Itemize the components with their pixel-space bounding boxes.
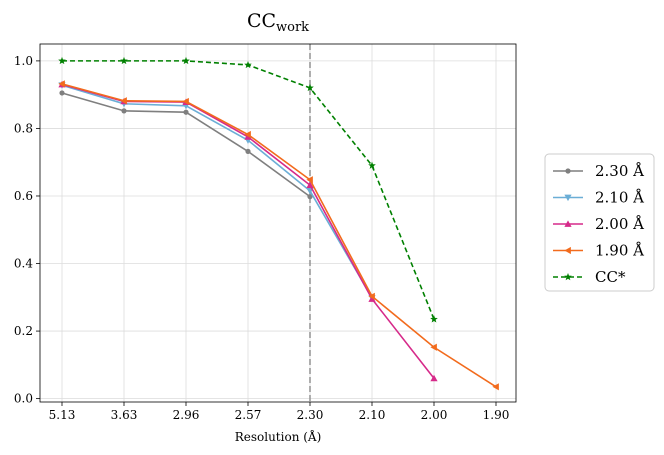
legend-entry-label: 1.90 Å (595, 242, 644, 260)
data-point (59, 90, 65, 96)
y-axis: 0.0 0.2 0.4 0.6 0.8 1.0 (14, 54, 40, 406)
data-point (307, 194, 313, 200)
x-tick-label: 2.57 (235, 408, 262, 422)
data-point (183, 109, 189, 115)
data-point (368, 295, 376, 302)
legend-marker (564, 246, 571, 255)
legend-entry-label: 2.10 Å (595, 189, 644, 207)
legend-entry-label: CC* (595, 268, 626, 286)
x-tick-label: 2.30 (297, 408, 324, 422)
data-point (430, 343, 437, 351)
grid (40, 44, 516, 402)
chart-title: CCwork (247, 10, 309, 35)
legend-marker (564, 220, 572, 227)
data-point (430, 374, 438, 382)
series-2-30- (59, 90, 313, 200)
x-axis: 5.13 3.63 2.96 2.57 2.30 2.10 2.00 1.90 (49, 402, 510, 422)
series-1-90- (58, 80, 499, 391)
legend-marker (564, 194, 572, 202)
y-tick-label: 0.4 (14, 257, 33, 271)
data-point (430, 315, 438, 323)
plot-frame (39, 43, 517, 403)
x-tick-label: 2.96 (173, 408, 200, 422)
data-point (244, 60, 252, 69)
data-point (244, 130, 251, 139)
data-point (58, 56, 66, 65)
data-point (306, 176, 313, 184)
x-tick-label: 1.90 (483, 408, 510, 422)
data-point (306, 181, 314, 189)
x-axis-label: Resolution (Å) (235, 429, 322, 444)
legend-box (544, 153, 655, 292)
series-line (61, 83, 497, 388)
data-point (245, 148, 251, 154)
x-tick-label: 3.63 (111, 408, 138, 422)
y-tick-label: 0.8 (14, 121, 33, 135)
data-point (120, 97, 127, 105)
legend-entry-label: 2.30 Å (595, 162, 644, 180)
data-point (121, 108, 127, 114)
data-point (120, 56, 128, 65)
y-tick-label: 0.0 (14, 392, 33, 406)
legend-marker (564, 273, 572, 281)
x-tick-label: 2.00 (421, 408, 448, 422)
series-group (58, 56, 499, 391)
legend-entry-label: 2.00 Å (595, 215, 644, 233)
y-tick-label: 0.6 (14, 189, 33, 203)
legend-marker (565, 168, 571, 174)
legend: 2.30 Å 2.10 Å 2.00 Å 1.90 Å CC* (544, 153, 655, 292)
series-2-10- (58, 82, 376, 302)
data-point (306, 83, 314, 92)
series-line (61, 84, 373, 299)
data-point (58, 80, 65, 88)
data-point (244, 133, 252, 140)
data-point (182, 56, 190, 65)
x-tick-label: 5.13 (49, 408, 76, 422)
y-tick-label: 1.0 (14, 54, 33, 68)
series-cc- (58, 56, 438, 323)
data-point (182, 97, 189, 106)
y-tick-label: 0.2 (14, 324, 33, 338)
data-point (368, 161, 376, 169)
x-tick-label: 2.10 (359, 408, 386, 422)
data-point (368, 292, 375, 300)
data-point (492, 383, 499, 391)
